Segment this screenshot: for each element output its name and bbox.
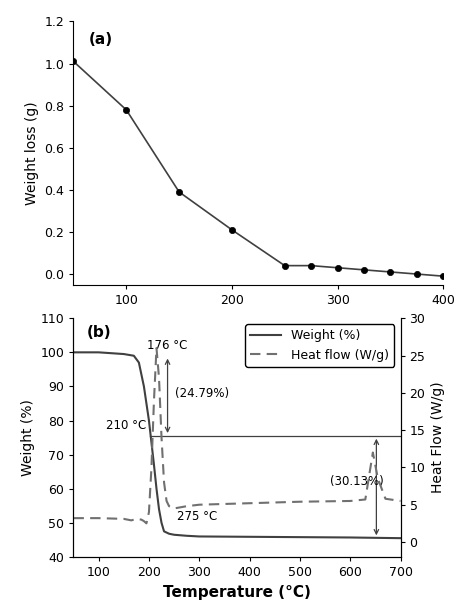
Text: 210 °C: 210 °C [106, 419, 146, 433]
Text: 176 °C: 176 °C [147, 339, 188, 353]
X-axis label: Temperature (°C): Temperature (°C) [163, 584, 311, 600]
Legend: Weight (%), Heat flow (W/g): Weight (%), Heat flow (W/g) [245, 324, 394, 367]
Y-axis label: Heat Flow (W/g): Heat Flow (W/g) [431, 382, 445, 493]
Y-axis label: Weight loss (g): Weight loss (g) [25, 101, 39, 205]
Text: (24.79%): (24.79%) [175, 387, 229, 400]
Text: (30.13%): (30.13%) [330, 476, 384, 488]
Text: (b): (b) [87, 326, 111, 340]
Text: (a): (a) [88, 32, 112, 47]
Y-axis label: Weight (%): Weight (%) [21, 399, 35, 476]
Text: 275 °C: 275 °C [177, 510, 217, 523]
